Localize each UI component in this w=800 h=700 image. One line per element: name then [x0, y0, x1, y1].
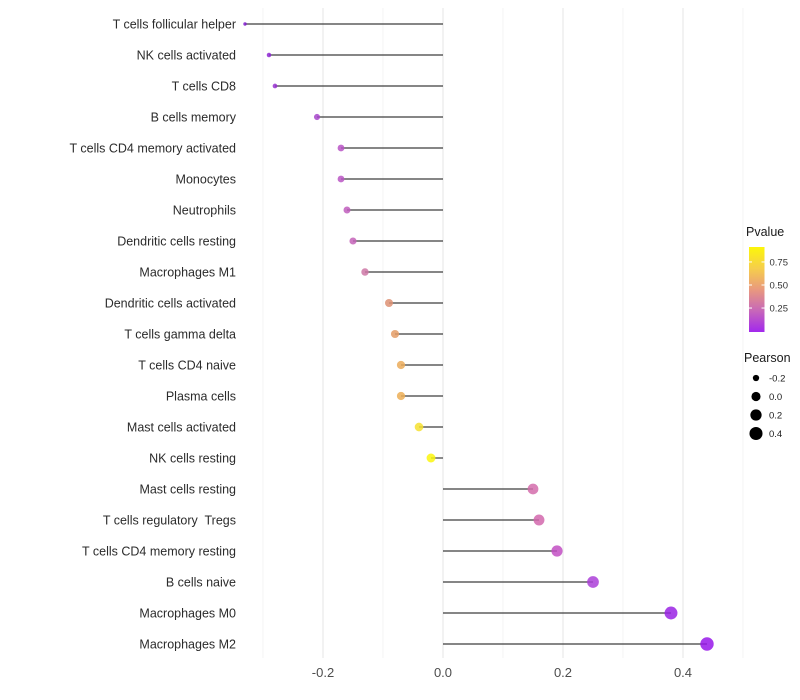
- y-axis-label: NK cells resting: [149, 452, 236, 466]
- data-point: [361, 268, 369, 276]
- y-axis-label: B cells naive: [166, 576, 236, 590]
- pvalue-legend-title: Pvalue: [746, 225, 784, 239]
- data-point: [243, 22, 247, 26]
- y-axis-label: B cells memory: [151, 111, 237, 125]
- pearson-legend-tick-label: 0.4: [769, 429, 782, 440]
- y-axis-label: T cells gamma delta: [124, 328, 236, 342]
- y-axis-label: Macrophages M1: [139, 266, 236, 280]
- y-axis-label: T cells follicular helper: [113, 18, 236, 32]
- y-axis-label: T cells CD4 memory activated: [70, 142, 237, 156]
- y-axis-label: T cells CD8: [172, 80, 236, 94]
- data-point: [266, 52, 272, 58]
- data-point: [390, 329, 400, 339]
- y-axis-label: T cells CD4 memory resting: [82, 545, 236, 559]
- data-point: [426, 453, 436, 463]
- y-axis-label: Macrophages M0: [139, 607, 236, 621]
- data-point: [337, 144, 345, 152]
- data-point: [337, 175, 345, 183]
- y-axis-label: Dendritic cells activated: [105, 297, 236, 311]
- pvalue-legend-tick-label: 0.25: [770, 304, 789, 315]
- y-axis-label: Neutrophils: [173, 204, 236, 218]
- data-point: [385, 299, 393, 307]
- pearson-legend-dot: [749, 426, 763, 441]
- x-axis-tick-label: 0.2: [554, 665, 572, 680]
- x-axis-tick-label: 0.0: [434, 665, 452, 680]
- data-point: [343, 206, 351, 214]
- y-axis-label: Monocytes: [176, 173, 236, 187]
- data-point: [700, 637, 714, 651]
- data-point: [414, 422, 424, 432]
- y-axis-label: Macrophages M2: [139, 638, 236, 652]
- y-axis-label: Mast cells activated: [127, 421, 236, 435]
- pearson-legend-tick-label: -0.2: [769, 374, 785, 385]
- pearson-legend-tick-label: 0.0: [769, 392, 782, 403]
- pearson-legend-tick-label: 0.2: [769, 411, 782, 422]
- pvalue-legend-tick-label: 0.50: [770, 280, 789, 291]
- y-axis-label: Dendritic cells resting: [117, 235, 236, 249]
- y-axis-label: T cells CD4 naive: [138, 359, 236, 373]
- x-axis-tick-label: -0.2: [312, 665, 334, 680]
- pearson-legend-title: Pearson: [744, 351, 791, 365]
- data-point: [272, 83, 278, 89]
- data-point: [313, 113, 321, 121]
- data-point: [664, 606, 678, 620]
- pearson-legend-dot: [752, 374, 760, 382]
- data-point: [551, 545, 563, 557]
- data-point: [396, 360, 406, 370]
- y-axis-label: Mast cells resting: [139, 483, 236, 497]
- y-axis-label: Plasma cells: [166, 390, 236, 404]
- pvalue-legend-tick-label: 0.75: [770, 257, 789, 268]
- data-point: [527, 483, 539, 495]
- data-point: [396, 391, 406, 401]
- pearson-legend-dot: [750, 409, 762, 421]
- pvalue-colorbar: [749, 247, 765, 332]
- data-point: [533, 514, 545, 526]
- data-point: [349, 237, 357, 245]
- pearson-legend-dot: [751, 391, 761, 402]
- y-axis-label: NK cells activated: [137, 49, 236, 63]
- y-axis-label: T cells regulatory Tregs: [103, 514, 236, 528]
- x-axis-tick-label: 0.4: [674, 665, 692, 680]
- data-point: [587, 576, 599, 588]
